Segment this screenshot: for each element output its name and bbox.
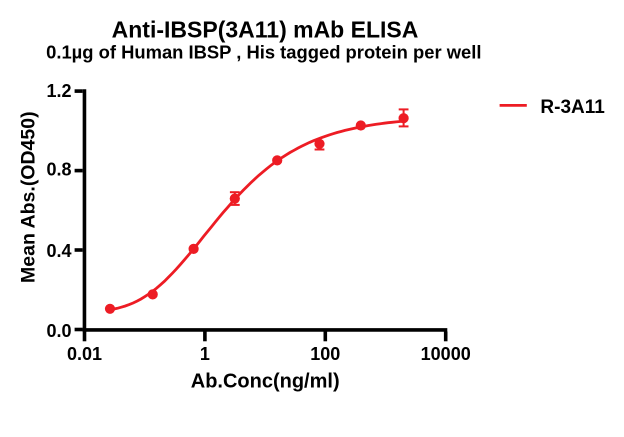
svg-text:0.1µg of Human IBSP , His tagg: 0.1µg of Human IBSP , His tagged protein… xyxy=(46,42,481,63)
svg-text:100: 100 xyxy=(310,344,340,364)
svg-text:1: 1 xyxy=(200,344,210,364)
svg-text:10000: 10000 xyxy=(421,344,471,364)
svg-text:0.0: 0.0 xyxy=(46,321,71,341)
svg-text:R-3A11: R-3A11 xyxy=(540,97,605,118)
svg-text:0.01: 0.01 xyxy=(67,344,102,364)
svg-text:Anti-IBSP(3A11) mAb ELISA: Anti-IBSP(3A11) mAb ELISA xyxy=(112,17,419,43)
svg-text:1.2: 1.2 xyxy=(46,81,71,101)
svg-text:0.8: 0.8 xyxy=(46,159,71,179)
svg-text:Ab.Conc(ng/ml): Ab.Conc(ng/ml) xyxy=(191,370,340,392)
svg-text:Mean Abs.(OD450): Mean Abs.(OD450) xyxy=(18,111,40,283)
svg-text:0.4: 0.4 xyxy=(46,241,71,261)
